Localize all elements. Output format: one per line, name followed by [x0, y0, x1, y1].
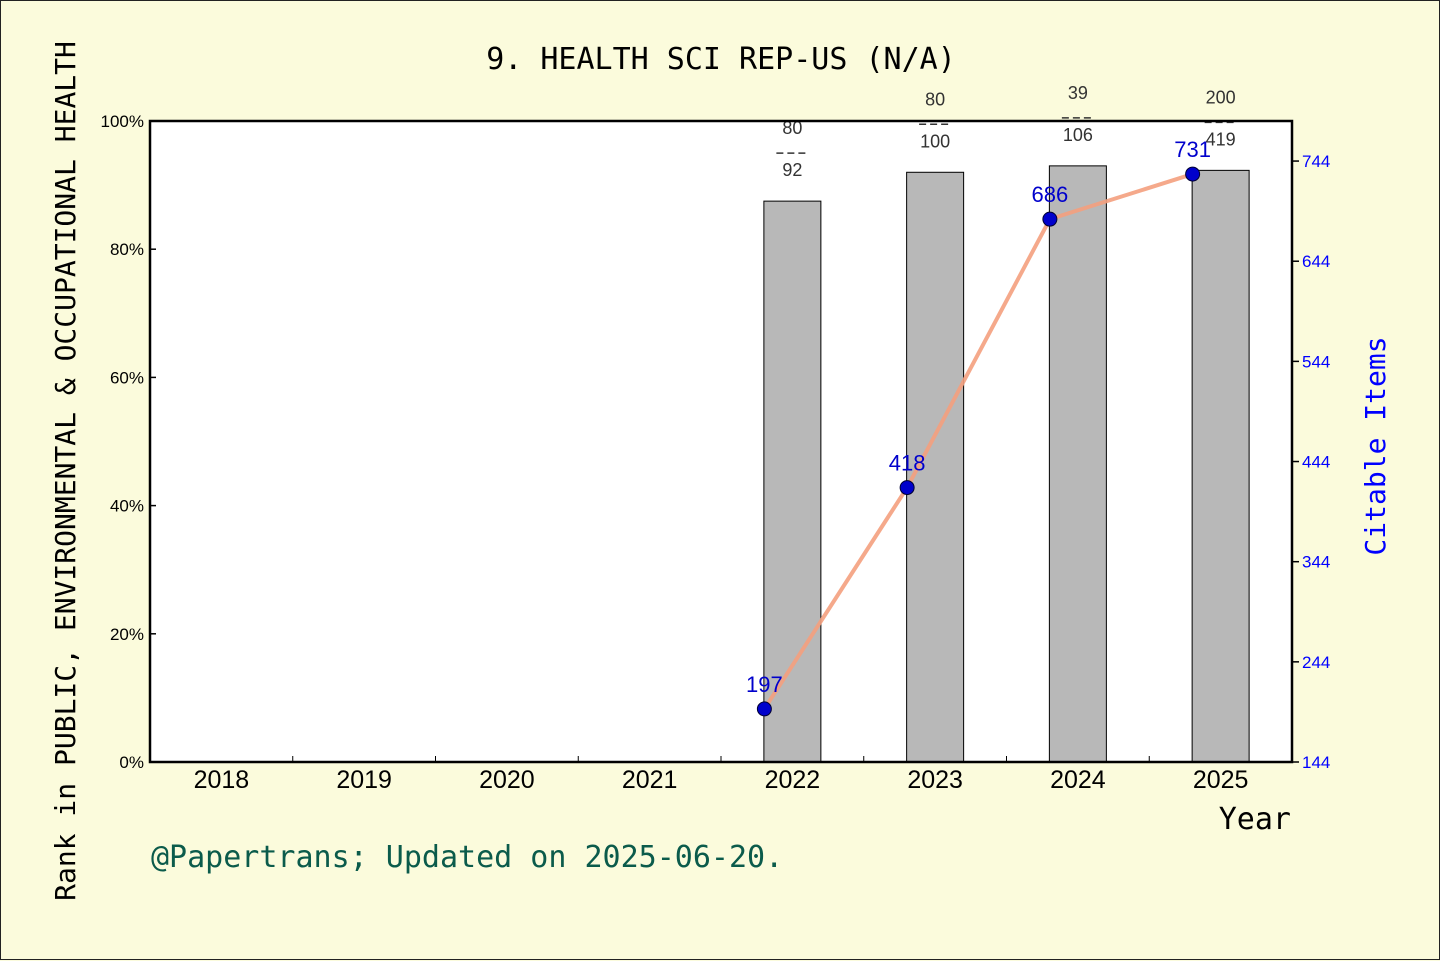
bar-2024: [1048, 165, 1107, 763]
x-tick-label-2024: 2024: [1050, 766, 1106, 794]
right-tick-label: 344: [1302, 553, 1330, 572]
left-axis-ticks: 0% 20% 40% 60% 80% 100%: [101, 112, 156, 772]
x-axis-ticks: 2018 2019 2020 2021 2022 2023 2024 2025: [194, 756, 1249, 794]
right-tick-label: 644: [1302, 252, 1330, 271]
left-tick-label: 0%: [119, 753, 144, 772]
x-tick-label-2020: 2020: [479, 766, 535, 794]
left-tick-label: 100%: [101, 112, 144, 131]
rank-label-2024: 39: [1068, 83, 1088, 103]
point-2024: [1042, 211, 1058, 227]
total-label-2024: 106: [1063, 125, 1093, 145]
right-tick-label: 444: [1302, 453, 1330, 472]
left-axis-label: Rank in PUBLIC, ENVIRONMENTAL & OCCUPATI…: [49, 41, 82, 901]
plot-area: [150, 121, 1292, 762]
left-tick-label: 40%: [110, 497, 144, 516]
x-tick-label-2025: 2025: [1193, 766, 1249, 794]
right-tick-label: 544: [1302, 352, 1330, 371]
right-axis-label: Citable Items: [1359, 336, 1392, 555]
rank-label-2023: 80: [925, 89, 945, 109]
line-series-group: 197 418 686 731: [746, 137, 1211, 717]
total-label-2023: 100: [920, 131, 950, 151]
rank-label-2022: 80: [782, 118, 802, 138]
point-label-2025: 731: [1174, 137, 1211, 162]
x-axis-label: Year: [1219, 802, 1291, 837]
credit-text: @Papertrans; Updated on 2025-06-20.: [151, 840, 783, 875]
rank-label-2025: 200: [1206, 87, 1236, 107]
right-tick-label: 244: [1302, 653, 1330, 672]
point-2023: [899, 480, 915, 496]
left-tick-label: 60%: [110, 368, 144, 387]
fraction-labels-group: 80 92 80 100 39 106 200 419: [776, 83, 1237, 180]
point-label-2024: 686: [1032, 182, 1069, 207]
bar-2025: [1191, 169, 1250, 763]
x-tick-label-2023: 2023: [907, 766, 963, 794]
point-2025: [1185, 166, 1201, 182]
bars-group: [763, 165, 1250, 763]
left-tick-label: 20%: [110, 625, 144, 644]
x-tick-label-2022: 2022: [765, 766, 821, 794]
total-label-2025: 419: [1206, 129, 1236, 149]
citable-items-line: [762, 172, 1194, 711]
left-tick-label: 80%: [110, 240, 144, 259]
point-label-2022: 197: [746, 672, 783, 697]
right-tick-label: 144: [1302, 753, 1330, 772]
x-tick-label-2021: 2021: [622, 766, 678, 794]
x-tick-label-2018: 2018: [194, 766, 250, 794]
x-tick-label-2019: 2019: [336, 766, 392, 794]
point-label-2023: 418: [889, 451, 926, 476]
right-tick-label: 744: [1302, 152, 1330, 171]
total-label-2022: 92: [782, 160, 802, 180]
chart-title: 9. HEALTH SCI REP-US (N/A): [486, 42, 956, 77]
right-axis-ticks: 144 244 344 444 544 644 744: [1292, 152, 1330, 772]
point-2022: [756, 701, 772, 717]
